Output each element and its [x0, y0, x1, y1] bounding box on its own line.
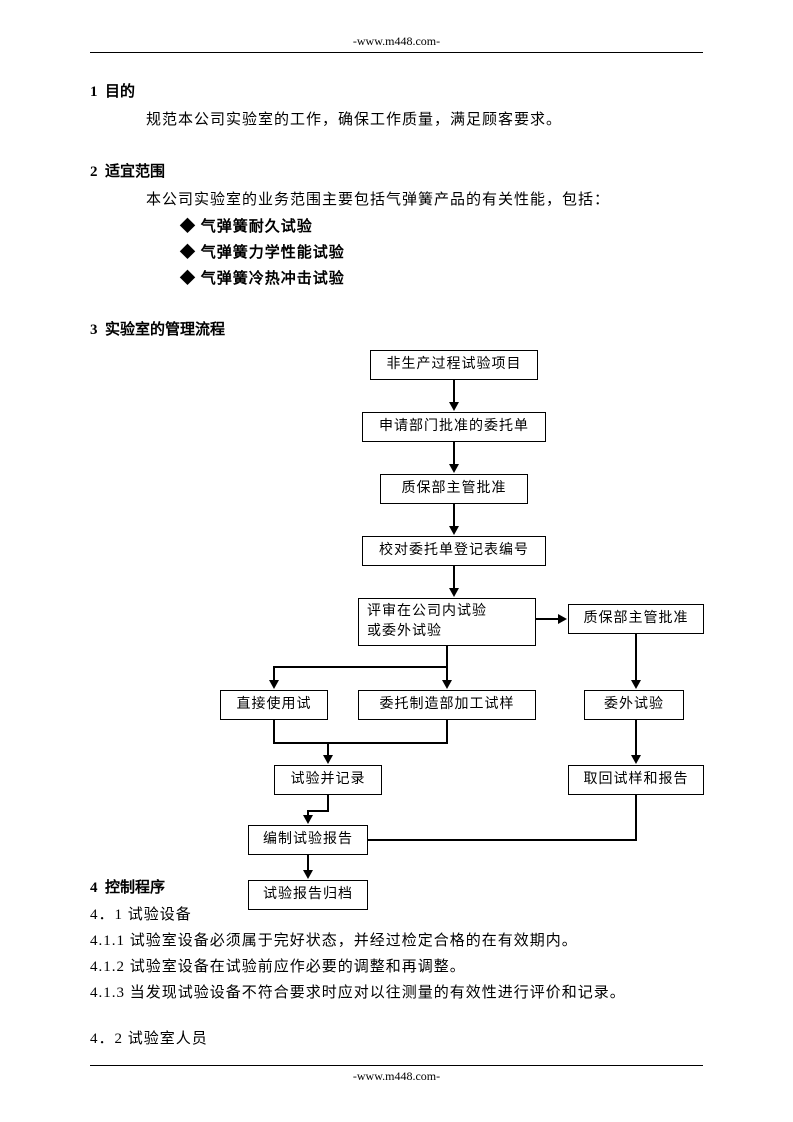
fc-node-n4: 校对委托单登记表编号: [362, 536, 546, 566]
sub-4-1-2: 4.1.2 试验室设备在试验前应作必要的调整和再调整。: [90, 954, 703, 980]
fc-node-n2: 申请部门批准的委托单: [362, 412, 546, 442]
bullet-item-2: 气弹簧力学性能试验: [180, 240, 703, 266]
fc-edge-7-merge: [273, 720, 275, 742]
page-footer: -www.m448.com-: [0, 1069, 793, 1084]
fc-edge-2-3: [453, 442, 455, 466]
fc-edge-6-9: [635, 634, 637, 682]
fc-edge-1-2: [453, 380, 455, 404]
fc-arrowhead-9-11: [631, 755, 641, 764]
fc-arrowhead-branch-n8: [442, 680, 452, 689]
fc-arrowhead-5-6: [558, 614, 567, 624]
fc-edge-merge-h: [273, 742, 448, 744]
section-3-heading: 实验室的管理流程: [105, 322, 225, 338]
section-2-body: 本公司实验室的业务范围主要包括气弹簧产品的有关性能，包括：: [90, 186, 703, 214]
fc-arrowhead-branch-n7: [269, 680, 279, 689]
page-header: -www.m448.com-: [0, 34, 793, 49]
fc-node-n11: 取回试样和报告: [568, 765, 704, 795]
fc-edge-4-5: [453, 566, 455, 590]
header-divider: [90, 52, 703, 53]
fc-node-n1: 非生产过程试验项目: [370, 350, 538, 380]
fc-node-n6: 质保部主管批准: [568, 604, 704, 634]
section-4-heading: 控制程序: [105, 880, 165, 896]
content-area: 1 目的 规范本公司实验室的工作，确保工作质量，满足顾客要求。 2 适宜范围 本…: [90, 78, 703, 344]
fc-edge-8-merge: [446, 720, 448, 742]
sub-4-1: 4．1 试验设备: [90, 902, 703, 928]
bullet-item-3: 气弹簧冷热冲击试验: [180, 266, 703, 292]
fc-edge-11-12-v: [635, 795, 637, 839]
section-1-body: 规范本公司实验室的工作，确保工作质量，满足顾客要求。: [90, 106, 703, 134]
fc-node-n5: 评审在公司内试验或委外试验: [358, 598, 536, 646]
flowchart: 非生产过程试验项目 申请部门批准的委托单 质保部主管批准 校对委托单登记表编号 …: [90, 350, 703, 890]
fc-edge-11-12-h: [368, 839, 637, 841]
section-2-heading: 适宜范围: [105, 164, 165, 180]
fc-arrowhead-3-4: [449, 526, 459, 535]
fc-arrowhead-10-12: [303, 815, 313, 824]
fc-node-n7: 直接使用试: [220, 690, 328, 720]
section-2-num: 2: [90, 164, 98, 180]
fc-node-n9: 委外试验: [584, 690, 684, 720]
fc-node-n3: 质保部主管批准: [380, 474, 528, 504]
fc-edge-3-4: [453, 504, 455, 528]
section-3-num: 3: [90, 322, 98, 338]
fc-arrowhead-1-2: [449, 402, 459, 411]
section-1-heading: 目的: [105, 84, 135, 100]
sub-4-1-3: 4.1.3 当发现试验设备不符合要求时应对以往测量的有效性进行评价和记录。: [90, 980, 703, 1006]
lower-content: 4 控制程序 4．1 试验设备 4.1.1 试验室设备必须属于完好状态，并经过检…: [90, 870, 703, 1052]
footer-divider: [90, 1065, 703, 1066]
section-4-title: 4 控制程序: [90, 874, 703, 902]
fc-edge-9-11: [635, 720, 637, 757]
bullet-list: 气弹簧耐久试验 气弹簧力学性能试验 气弹簧冷热冲击试验: [90, 214, 703, 292]
fc-edge-5-6: [536, 618, 560, 620]
fc-node-n10: 试验并记录: [274, 765, 382, 795]
fc-edge-5-branch-v: [446, 646, 448, 666]
section-1-title: 1 目的: [90, 78, 703, 106]
fc-edge-5-branch-h: [273, 666, 448, 668]
fc-node-n8: 委托制造部加工试样: [358, 690, 536, 720]
section-2-title: 2 适宜范围: [90, 158, 703, 186]
fc-arrowhead-merge-n10: [323, 755, 333, 764]
fc-edge-10-12-v1: [327, 795, 329, 810]
section-3-title: 3 实验室的管理流程: [90, 316, 703, 344]
section-1-num: 1: [90, 84, 98, 100]
section-4-num: 4: [90, 880, 98, 896]
fc-edge-10-12-h: [307, 810, 329, 812]
fc-arrowhead-6-9: [631, 680, 641, 689]
bullet-item-1: 气弹簧耐久试验: [180, 214, 703, 240]
fc-arrowhead-2-3: [449, 464, 459, 473]
fc-node-n12: 编制试验报告: [248, 825, 368, 855]
fc-arrowhead-4-5: [449, 588, 459, 597]
sub-4-2: 4．2 试验室人员: [90, 1026, 703, 1052]
sub-4-1-1: 4.1.1 试验室设备必须属于完好状态，并经过检定合格的在有效期内。: [90, 928, 703, 954]
